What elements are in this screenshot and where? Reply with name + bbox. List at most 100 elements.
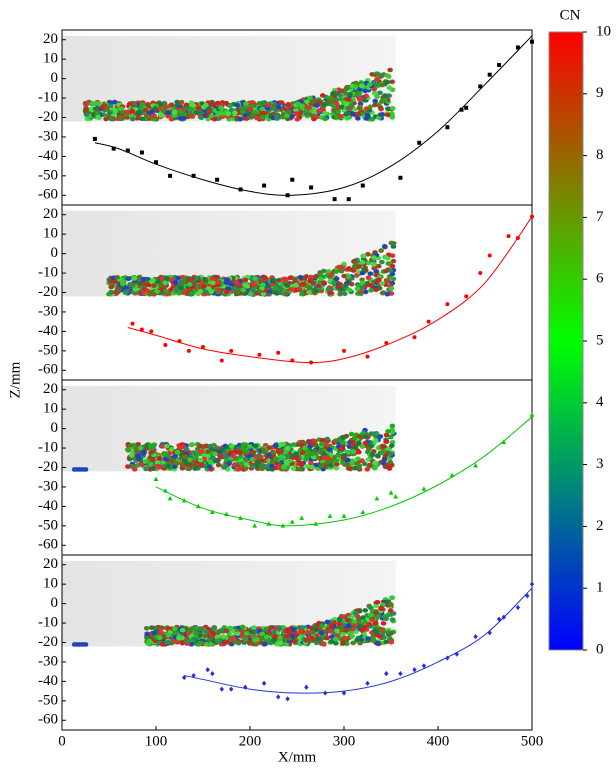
particle [304, 112, 310, 117]
particle [384, 439, 390, 444]
particle [128, 282, 134, 287]
particle [127, 102, 133, 107]
particle [189, 277, 195, 282]
point [286, 193, 290, 197]
particle [173, 461, 179, 466]
y-tick-label: -30 [38, 478, 58, 494]
particle [278, 641, 284, 646]
particle [375, 600, 381, 605]
point [201, 345, 205, 349]
particle [337, 265, 343, 270]
x-tick-label: 100 [145, 733, 168, 749]
colorbar-title: CN [560, 7, 581, 23]
particle [310, 99, 316, 104]
particle [356, 619, 362, 624]
particle [210, 281, 216, 286]
particle [373, 621, 379, 626]
particle [298, 630, 304, 635]
particle [287, 276, 293, 281]
particle [102, 103, 108, 108]
particle [369, 618, 375, 623]
particle [218, 454, 224, 459]
point [516, 605, 520, 610]
particle [193, 626, 199, 631]
point [215, 178, 219, 182]
particle [143, 108, 149, 113]
particle [144, 626, 150, 631]
particle [390, 617, 396, 622]
point [328, 514, 333, 518]
particle [389, 443, 395, 448]
particle [383, 98, 389, 103]
point [455, 652, 459, 657]
y-tick-label: 10 [43, 401, 58, 417]
particle [384, 73, 390, 78]
point [393, 494, 398, 498]
particle [298, 275, 304, 280]
particle [361, 254, 367, 259]
particle [360, 260, 366, 265]
point [126, 149, 130, 153]
particle [164, 444, 170, 449]
point [262, 184, 266, 188]
particle [241, 442, 247, 447]
particle [328, 629, 334, 634]
particle [333, 637, 339, 642]
particle [171, 110, 177, 115]
particle [382, 457, 388, 462]
point [206, 667, 210, 672]
particle [333, 438, 339, 443]
particle [380, 112, 386, 117]
point [361, 184, 365, 188]
particle [370, 431, 376, 436]
particle [340, 440, 346, 445]
particle [150, 278, 156, 283]
particle [259, 632, 265, 637]
particle [215, 459, 221, 464]
particle [160, 642, 166, 647]
particle [388, 640, 394, 645]
particle [310, 441, 316, 446]
point [417, 141, 421, 145]
point [347, 197, 351, 201]
particle [279, 454, 285, 459]
particle [240, 109, 246, 114]
particle [125, 447, 131, 452]
particle [145, 288, 151, 293]
particle [373, 438, 379, 443]
particle [342, 453, 348, 458]
x-tick-label: 500 [521, 733, 544, 749]
point [473, 634, 477, 639]
point [464, 294, 468, 298]
y-tick-label: 20 [43, 556, 58, 572]
particle [355, 456, 361, 461]
particle [207, 459, 213, 464]
particle [390, 264, 396, 269]
particle [343, 91, 349, 96]
particle [372, 73, 378, 78]
particle [301, 282, 307, 287]
x-tick-label: 400 [427, 733, 450, 749]
particle [238, 461, 244, 466]
particle [243, 283, 249, 288]
particle [270, 277, 276, 282]
particle [299, 625, 305, 630]
particle [319, 631, 325, 636]
point [192, 174, 196, 178]
point [488, 254, 492, 258]
point [398, 176, 402, 180]
particle [157, 456, 163, 461]
point [342, 514, 347, 518]
particle [387, 460, 393, 465]
particle [154, 289, 160, 294]
particle [356, 636, 362, 641]
particle [363, 94, 369, 99]
particle [159, 277, 165, 282]
point [422, 486, 427, 490]
y-tick-label: -50 [38, 517, 58, 533]
particle [383, 640, 389, 645]
particle [124, 289, 130, 294]
particle [151, 283, 157, 288]
particle [252, 282, 258, 287]
point [497, 63, 501, 67]
